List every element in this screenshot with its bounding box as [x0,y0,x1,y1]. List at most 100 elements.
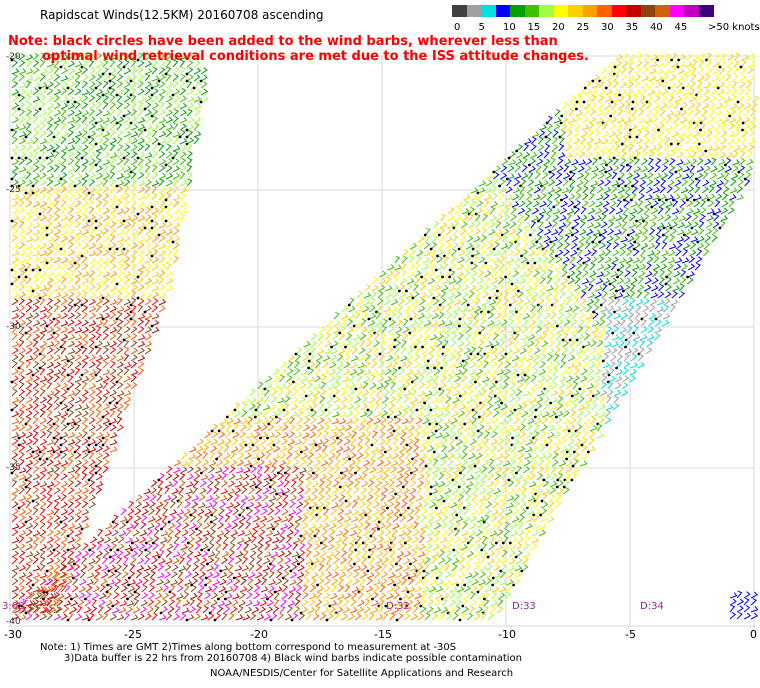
wind-barb [539,276,546,285]
wind-barb [551,298,559,306]
wind-barb [476,438,485,446]
wind-barb [518,360,525,369]
wind-barb [67,60,76,68]
wind-barb [308,361,316,369]
wind-barb [579,220,586,229]
wind-barb [520,172,529,180]
wind-barb [367,479,375,488]
wind-barb [416,325,423,334]
quality-flag-dot [429,247,433,251]
wind-barb [346,327,355,334]
wind-barb [67,241,74,250]
quality-flag-dot [31,450,35,454]
wind-barb [39,94,46,103]
wind-barb [354,311,361,320]
wind-barb [413,283,419,292]
wind-barb [325,326,333,334]
wind-barb [130,347,139,355]
quality-flag-dot [549,240,553,244]
wind-barb [639,255,646,264]
wind-barb [503,368,512,376]
wind-barb [490,284,498,292]
wind-barb [544,143,551,152]
wind-barb [561,109,569,117]
quality-flag-dot [73,303,77,307]
wind-barb [81,311,88,320]
wind-barb [504,354,513,362]
wind-barb [422,500,429,509]
wind-barb [610,347,618,355]
wind-barb [528,165,536,173]
wind-barb [676,236,685,243]
wind-barb [137,256,145,264]
wind-barb [130,284,139,292]
wind-barb [157,486,163,495]
wind-barb [635,60,643,68]
legend-swatch [452,5,467,17]
wind-barb [46,122,53,131]
wind-barb [480,396,488,404]
wind-barb [223,452,231,460]
wind-barb [668,243,677,250]
wind-barb [612,249,620,257]
wind-barb [305,396,313,404]
wind-barb [606,74,614,82]
wind-barb [320,381,327,390]
wind-barb [88,192,95,201]
quality-flag-dot [628,135,632,139]
wind-barb [636,129,643,138]
wind-barb [74,193,82,201]
wind-barb [564,397,573,404]
wind-barb [538,213,545,222]
quality-flag-dot [38,212,42,216]
quality-flag-dot [739,65,743,69]
wind-barb [485,257,494,264]
wind-barb [214,473,223,481]
wind-barb [67,263,75,271]
wind-barb [18,249,27,257]
wind-barb [345,332,353,341]
wind-barb [521,479,528,488]
wind-barb [609,200,617,208]
quality-flag-dot [115,317,119,321]
wind-barb [321,374,327,383]
wind-barb [590,340,597,348]
quality-flag-dot [613,65,617,69]
wind-barb [494,473,502,481]
legend-swatch [510,5,525,17]
wind-barb [181,451,188,460]
wind-barb [647,89,656,96]
wind-barb [671,290,678,299]
wind-barb [491,185,498,194]
wind-barb [424,234,431,243]
wind-barb [156,501,164,509]
wind-barb [458,249,466,257]
wind-barb [621,66,627,75]
wind-barb [552,290,559,299]
wind-barb [560,123,568,131]
wind-barb [151,313,160,320]
wind-barb [116,229,125,236]
wind-barb [585,234,592,243]
quality-flag-dot [575,100,579,104]
wind-barb [11,341,20,348]
wind-barb [46,515,54,523]
wind-barb [746,75,755,82]
wind-barb [130,326,138,334]
wind-barb [632,333,641,341]
wind-barb [186,74,194,82]
quality-flag-dot [66,548,70,552]
wind-barb [369,466,377,474]
wind-barb [165,172,174,180]
wind-barb [485,409,493,418]
wind-barb [673,110,682,117]
wind-barb [622,375,630,383]
wind-barb [385,284,393,292]
wind-barb [32,530,41,537]
wind-barb [11,403,19,411]
wind-barb [420,445,427,453]
wind-barb [343,438,351,446]
wind-barb [582,346,589,355]
wind-barb [609,284,617,292]
wind-barb [60,549,68,558]
